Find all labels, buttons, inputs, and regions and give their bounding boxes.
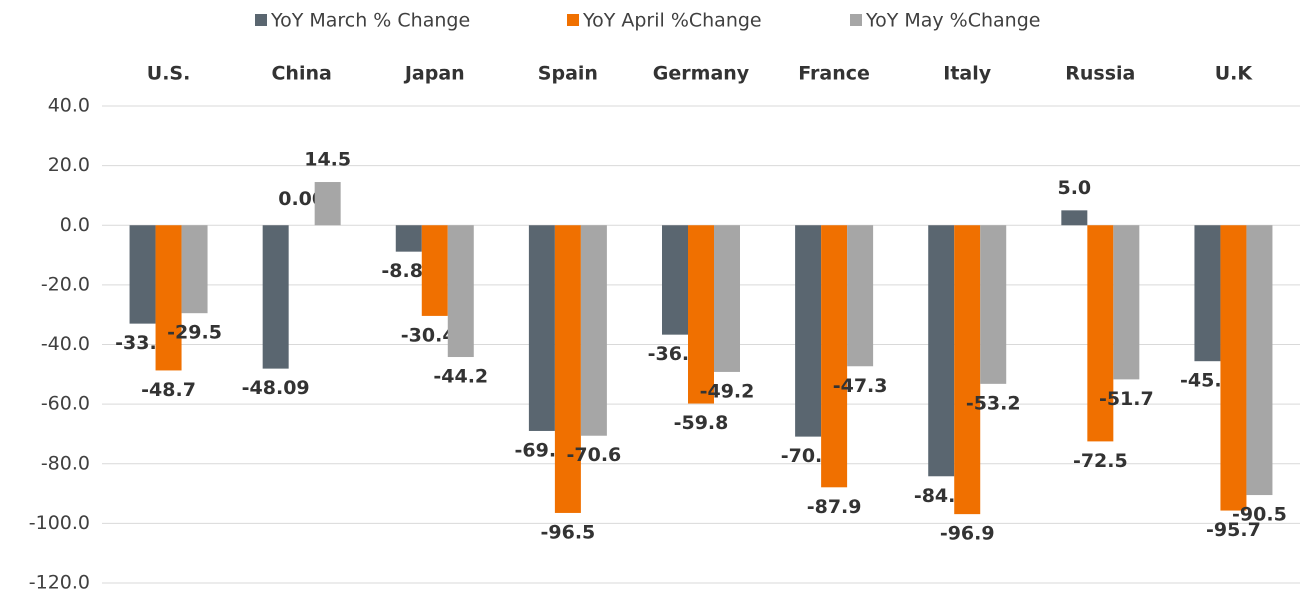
- legend-swatch: [850, 14, 862, 26]
- bar: [155, 225, 182, 371]
- bar: [314, 182, 341, 226]
- category-label: Italy: [943, 63, 991, 85]
- legend-swatch: [567, 14, 579, 26]
- data-label: -49.2: [700, 380, 755, 402]
- y-tick-label: 40.0: [48, 95, 90, 117]
- bar: [1246, 225, 1273, 496]
- bar: [447, 225, 474, 358]
- bar: [1113, 225, 1140, 380]
- bar: [395, 225, 422, 252]
- bar: [980, 225, 1007, 384]
- data-label: -59.8: [674, 412, 729, 434]
- data-label: -90.5: [1232, 504, 1287, 526]
- bar: [714, 225, 740, 372]
- y-tick-label: -120.0: [29, 572, 90, 594]
- data-label: -44.2: [433, 366, 488, 388]
- data-label: -53.2: [966, 392, 1021, 414]
- y-tick-label: -20.0: [41, 273, 90, 295]
- bar: [954, 225, 981, 515]
- category-label: Germany: [653, 63, 750, 85]
- bar: [421, 225, 448, 316]
- bar: [554, 225, 581, 513]
- y-tick-label: 0.0: [60, 214, 90, 236]
- legend-swatch: [255, 14, 267, 26]
- bar: [1220, 225, 1247, 511]
- data-label: -51.7: [1099, 388, 1154, 410]
- data-label: 5.0: [1057, 177, 1091, 199]
- legend-label: YoY April %Change: [582, 10, 762, 32]
- data-label: -72.5: [1073, 450, 1128, 472]
- category-label: Spain: [538, 63, 598, 85]
- bar: [662, 225, 688, 335]
- y-tick-label: -100.0: [29, 512, 90, 534]
- data-label: -70.6: [567, 444, 622, 466]
- data-label: -95.7: [1206, 519, 1261, 541]
- y-tick-label: -40.0: [41, 333, 90, 355]
- bar: [1194, 225, 1221, 362]
- data-label: -29.5: [167, 322, 222, 344]
- bar: [821, 225, 848, 488]
- bar: [795, 225, 822, 437]
- category-label: Japan: [403, 63, 465, 85]
- bar: [129, 225, 156, 324]
- data-label: 14.5: [304, 149, 351, 171]
- category-label: U.S.: [147, 63, 191, 85]
- bar: [847, 225, 874, 367]
- bar: [688, 225, 714, 404]
- data-label: 0.00: [278, 188, 325, 210]
- legend-label: YoY March % Change: [270, 10, 470, 32]
- category-label: France: [798, 63, 870, 85]
- legend-label: YoY May %Change: [865, 10, 1040, 32]
- category-label: U.K: [1215, 63, 1254, 85]
- bar: [580, 225, 607, 436]
- y-tick-label: 20.0: [48, 154, 90, 176]
- bar: [262, 225, 289, 369]
- data-label: -47.3: [833, 375, 888, 397]
- data-label: -87.9: [807, 496, 862, 518]
- bar: [181, 225, 208, 314]
- category-label: Russia: [1065, 63, 1135, 85]
- data-label: -48.7: [141, 379, 196, 401]
- bar: [928, 225, 955, 477]
- y-tick-label: -80.0: [41, 452, 90, 474]
- data-label: -48.09: [242, 377, 310, 399]
- bar: [1087, 225, 1114, 442]
- y-tick-label: -60.0: [41, 393, 90, 415]
- data-label: -96.5: [541, 521, 596, 543]
- category-label: China: [271, 63, 331, 85]
- bar: [1061, 210, 1088, 226]
- bar: [528, 225, 555, 431]
- data-label: -96.9: [940, 523, 995, 545]
